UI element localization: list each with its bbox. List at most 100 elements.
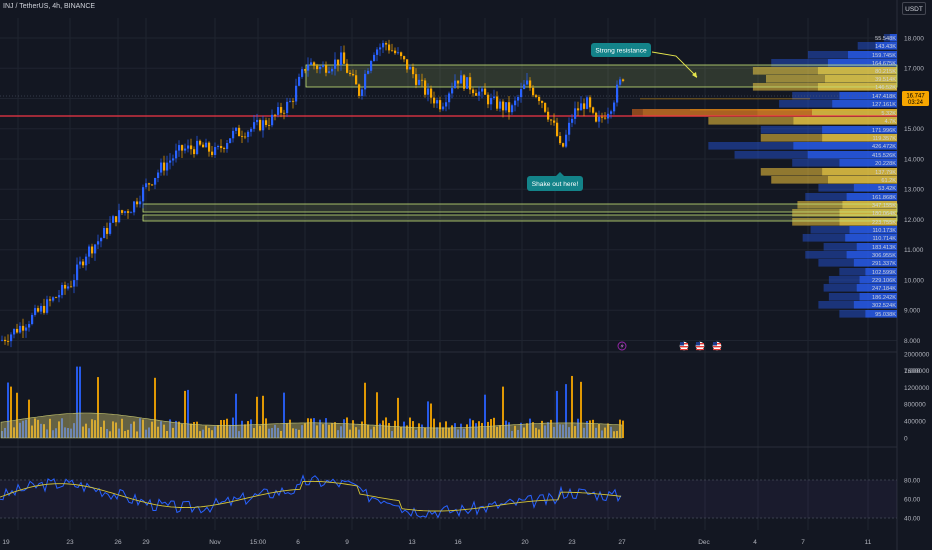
volume-bar (505, 420, 507, 438)
volume-bar (553, 426, 555, 438)
volume-profile-value: 415.526K (872, 153, 896, 159)
us-flag-icon[interactable] (712, 341, 722, 351)
volume-bar (214, 426, 216, 438)
volume-bar (88, 428, 90, 438)
volume-bar (586, 421, 588, 438)
candle-body (298, 76, 301, 86)
volume-bar (247, 421, 249, 438)
candle-body (325, 65, 328, 73)
volume-profile-value: 102.599K (872, 270, 896, 276)
candle-body (367, 70, 370, 74)
us-flag-icon[interactable] (695, 341, 705, 351)
candle-body (280, 107, 283, 113)
volume-bar (343, 419, 345, 438)
candle-body (514, 100, 517, 106)
volume-bar (22, 420, 24, 438)
volume-profile-value: 247.184K (872, 286, 896, 292)
volume-bar (541, 420, 543, 438)
volume-tick-label: 2000000 (904, 351, 930, 358)
volume-bar (439, 422, 441, 438)
volume-bar (367, 424, 369, 438)
resistance-zone[interactable] (305, 64, 898, 88)
candle-body (340, 52, 343, 66)
volume-bar (10, 386, 12, 438)
currency-button[interactable]: USDT (902, 2, 926, 15)
volume-bar (271, 427, 273, 438)
volume-profile-value: 180.064K (872, 211, 896, 217)
candle-body (256, 119, 259, 123)
volume-bar (226, 418, 228, 438)
volume-profile-labels: 55.548K 143.43K 159.745K 164.675K 80.215K 39.… (872, 36, 896, 318)
candle-body (460, 75, 463, 84)
volume-bar (148, 427, 150, 438)
support-zone-upper[interactable] (142, 203, 898, 213)
candle-body (439, 100, 442, 110)
time-tick-label: 19 (2, 539, 10, 546)
volume-bar (163, 424, 165, 438)
candlestick-series[interactable] (1, 39, 625, 348)
shakeout-callout[interactable]: Shake out here! (527, 172, 583, 191)
volume-bar (301, 425, 303, 438)
candle-body (355, 75, 358, 85)
event-markers[interactable] (617, 341, 722, 351)
volume-bar (547, 422, 549, 438)
support-zone-lower[interactable] (142, 214, 898, 222)
candle-body (391, 50, 394, 52)
volume-bar (490, 419, 492, 438)
candle-body (526, 80, 529, 85)
volume-bar (613, 431, 615, 438)
candle-body (28, 324, 31, 328)
volume-bar (313, 418, 315, 438)
volume-tick-label: 0 (904, 435, 908, 442)
volume-tick-label: 1200000 (904, 385, 930, 392)
candle-body (262, 120, 265, 131)
volume-bar (286, 423, 288, 438)
candle-body (145, 183, 148, 188)
candle-body (70, 286, 73, 288)
symbol-title[interactable]: INJ / TetherUS, 4h, BINANCE (3, 3, 96, 10)
volume-bar (577, 418, 579, 438)
volume-bar (502, 386, 504, 438)
volume-profile-value: 39.514K (875, 77, 896, 83)
candle-body (316, 65, 319, 70)
volume-bar (292, 428, 294, 438)
volume-bar (43, 424, 45, 438)
candle-body (619, 79, 622, 85)
volume-bar (469, 418, 471, 438)
candle-body (109, 222, 112, 234)
volume-histogram[interactable] (1, 366, 624, 438)
candle-body (331, 68, 334, 72)
candle-body (427, 88, 430, 95)
volume-profile-value: 164.675K (872, 61, 896, 67)
volume-bar (562, 424, 564, 438)
strong-resistance-callout[interactable]: Strong resistance (591, 43, 698, 78)
lightning-icon[interactable] (617, 341, 627, 351)
candle-body (289, 100, 292, 102)
time-tick-label: 4 (753, 539, 757, 546)
candle-body (508, 102, 511, 113)
volume-bar (55, 428, 57, 438)
candle-body (550, 119, 553, 121)
price-axis[interactable]: 18.00017.00016.00015.00014.00013.00012.0… (904, 35, 924, 375)
candle-body (277, 107, 280, 115)
candle-body (61, 284, 64, 296)
candle-body (64, 284, 67, 289)
volume-bar (169, 419, 171, 438)
candle-body (517, 97, 520, 101)
candle-body (310, 62, 313, 65)
us-flag-icon[interactable] (679, 341, 689, 351)
chart-header: INJ / TetherUS, 4h, BINANCE USDT (0, 0, 932, 18)
candle-body (445, 102, 448, 107)
volume-bar (232, 417, 234, 438)
volume-bar (565, 384, 567, 438)
volume-bar (532, 422, 534, 438)
candle-body (403, 56, 406, 60)
volume-bar (217, 425, 219, 438)
candle-body (622, 79, 625, 81)
time-axis[interactable]: 19 23 26 29 Nov 15:00 6 9 13 16 20 23 27 Dec 4 7 11 (2, 539, 871, 546)
volume-profile-value: 147.418K (872, 94, 896, 100)
candle-body (490, 98, 493, 105)
volume-bar (79, 366, 81, 438)
candle-body (136, 201, 139, 205)
